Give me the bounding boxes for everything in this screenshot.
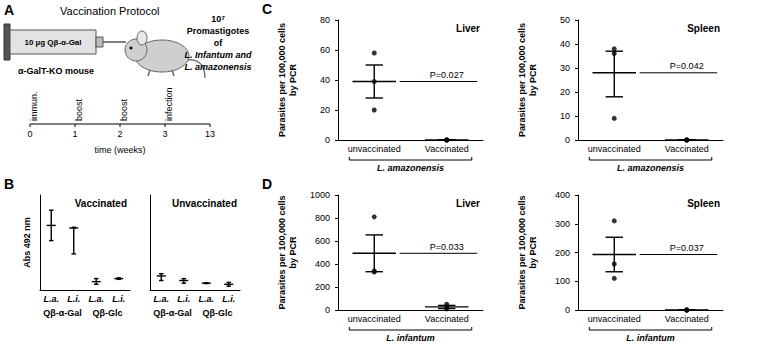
svg-text:1: 1 bbox=[72, 129, 77, 139]
svg-text:P=0.033: P=0.033 bbox=[430, 242, 464, 252]
svg-text:unvaccinated: unvaccinated bbox=[348, 314, 401, 324]
svg-text:10: 10 bbox=[560, 111, 570, 121]
svg-text:Liver: Liver bbox=[456, 23, 480, 34]
svg-text:3: 3 bbox=[162, 129, 167, 139]
svg-text:L.a.: L.a. bbox=[88, 294, 104, 304]
svg-text:P=0.042: P=0.042 bbox=[670, 61, 704, 71]
svg-text:infection: infection bbox=[164, 87, 174, 121]
svg-text:unvaccinated: unvaccinated bbox=[588, 314, 641, 324]
svg-text:200: 200 bbox=[315, 282, 330, 292]
svg-text:L.a.: L.a. bbox=[198, 294, 214, 304]
svg-text:100: 100 bbox=[555, 276, 570, 286]
svg-text:A: A bbox=[4, 2, 14, 18]
svg-text:immun.: immun. bbox=[29, 91, 39, 121]
svg-text:0: 0 bbox=[565, 135, 570, 145]
svg-text:0: 0 bbox=[565, 305, 570, 315]
svg-text:by PCR: by PCR bbox=[528, 236, 538, 269]
svg-text:600: 600 bbox=[315, 236, 330, 246]
svg-text:40: 40 bbox=[560, 39, 570, 49]
svg-text:α-GalT-KO mouse: α-GalT-KO mouse bbox=[18, 66, 94, 76]
svg-text:Vaccinated: Vaccinated bbox=[665, 144, 709, 154]
svg-text:L.i.: L.i. bbox=[222, 294, 235, 304]
svg-text:Vaccinated: Vaccinated bbox=[75, 198, 127, 209]
svg-text:200: 200 bbox=[555, 248, 570, 258]
svg-text:Vaccinated: Vaccinated bbox=[665, 314, 709, 324]
svg-text:800: 800 bbox=[315, 213, 330, 223]
svg-text:Parasites per 100,000 cells: Parasites per 100,000 cells bbox=[277, 195, 287, 309]
svg-text:40: 40 bbox=[320, 75, 330, 85]
svg-text:Parasites per 100,000 cells: Parasites per 100,000 cells bbox=[277, 23, 287, 137]
svg-text:L. amazonensis: L. amazonensis bbox=[377, 163, 444, 173]
svg-text:L. Infantum and: L. Infantum and bbox=[185, 50, 252, 60]
svg-text:1000: 1000 bbox=[310, 190, 330, 200]
svg-text:by PCR: by PCR bbox=[288, 236, 298, 269]
svg-text:50: 50 bbox=[560, 15, 570, 25]
svg-text:Vaccinated: Vaccinated bbox=[425, 144, 469, 154]
svg-text:80: 80 bbox=[320, 15, 330, 25]
svg-text:Vaccination Protocol: Vaccination Protocol bbox=[60, 5, 159, 17]
svg-text:Spleen: Spleen bbox=[687, 23, 720, 34]
svg-text:L.i.: L.i. bbox=[177, 294, 190, 304]
svg-text:Qβ-Glc: Qβ-Glc bbox=[203, 308, 233, 318]
svg-text:400: 400 bbox=[315, 259, 330, 269]
svg-text:unvaccinated: unvaccinated bbox=[588, 144, 641, 154]
svg-text:Liver: Liver bbox=[456, 198, 480, 209]
svg-text:2: 2 bbox=[117, 129, 122, 139]
svg-text:Unvaccinated: Unvaccinated bbox=[172, 198, 237, 209]
svg-text:time (weeks): time (weeks) bbox=[94, 145, 145, 155]
svg-text:of: of bbox=[214, 38, 223, 48]
svg-text:L.i.: L.i. bbox=[112, 294, 125, 304]
svg-text:400: 400 bbox=[555, 190, 570, 200]
svg-text:Parasites per 100,000 cells: Parasites per 100,000 cells bbox=[517, 195, 527, 309]
svg-text:D: D bbox=[262, 176, 272, 192]
svg-text:20: 20 bbox=[560, 87, 570, 97]
svg-text:L.a.: L.a. bbox=[153, 294, 169, 304]
svg-text:60: 60 bbox=[320, 45, 330, 55]
svg-text:P=0.037: P=0.037 bbox=[670, 243, 704, 253]
svg-text:10⁷: 10⁷ bbox=[211, 14, 225, 24]
svg-text:P=0.027: P=0.027 bbox=[430, 70, 464, 80]
svg-text:boost: boost bbox=[74, 98, 84, 121]
svg-text:Abs 492 nm: Abs 492 nm bbox=[22, 217, 32, 268]
svg-text:Spleen: Spleen bbox=[687, 198, 720, 209]
svg-text:Qβ-Glc: Qβ-Glc bbox=[93, 308, 123, 318]
svg-text:L.i.: L.i. bbox=[67, 294, 80, 304]
svg-text:L. infantum: L. infantum bbox=[626, 333, 675, 343]
svg-text:30: 30 bbox=[560, 63, 570, 73]
svg-text:boost: boost bbox=[119, 98, 129, 121]
svg-text:0: 0 bbox=[325, 135, 330, 145]
svg-text:0: 0 bbox=[325, 305, 330, 315]
svg-text:13: 13 bbox=[205, 129, 215, 139]
svg-text:10 µg Qβ-α-Gal: 10 µg Qβ-α-Gal bbox=[24, 38, 81, 47]
svg-text:C: C bbox=[262, 1, 272, 17]
svg-text:Parasites per 100,000 cells: Parasites per 100,000 cells bbox=[517, 23, 527, 137]
svg-text:0: 0 bbox=[27, 129, 32, 139]
svg-text:unvaccinated: unvaccinated bbox=[348, 144, 401, 154]
svg-text:B: B bbox=[4, 176, 14, 192]
svg-text:by PCR: by PCR bbox=[528, 64, 538, 97]
svg-text:Qβ-α-Gal: Qβ-α-Gal bbox=[153, 308, 192, 318]
svg-text:Vaccinated: Vaccinated bbox=[425, 314, 469, 324]
svg-text:300: 300 bbox=[555, 219, 570, 229]
svg-text:Qβ-α-Gal: Qβ-α-Gal bbox=[43, 308, 82, 318]
svg-text:20: 20 bbox=[320, 105, 330, 115]
svg-text:by PCR: by PCR bbox=[288, 64, 298, 97]
svg-text:L. amazonensis: L. amazonensis bbox=[184, 62, 251, 72]
svg-text:L. infantum: L. infantum bbox=[386, 333, 435, 343]
svg-text:L. amazonensis: L. amazonensis bbox=[617, 163, 684, 173]
svg-text:L.a.: L.a. bbox=[43, 294, 59, 304]
svg-text:Promastigotes: Promastigotes bbox=[187, 26, 250, 36]
